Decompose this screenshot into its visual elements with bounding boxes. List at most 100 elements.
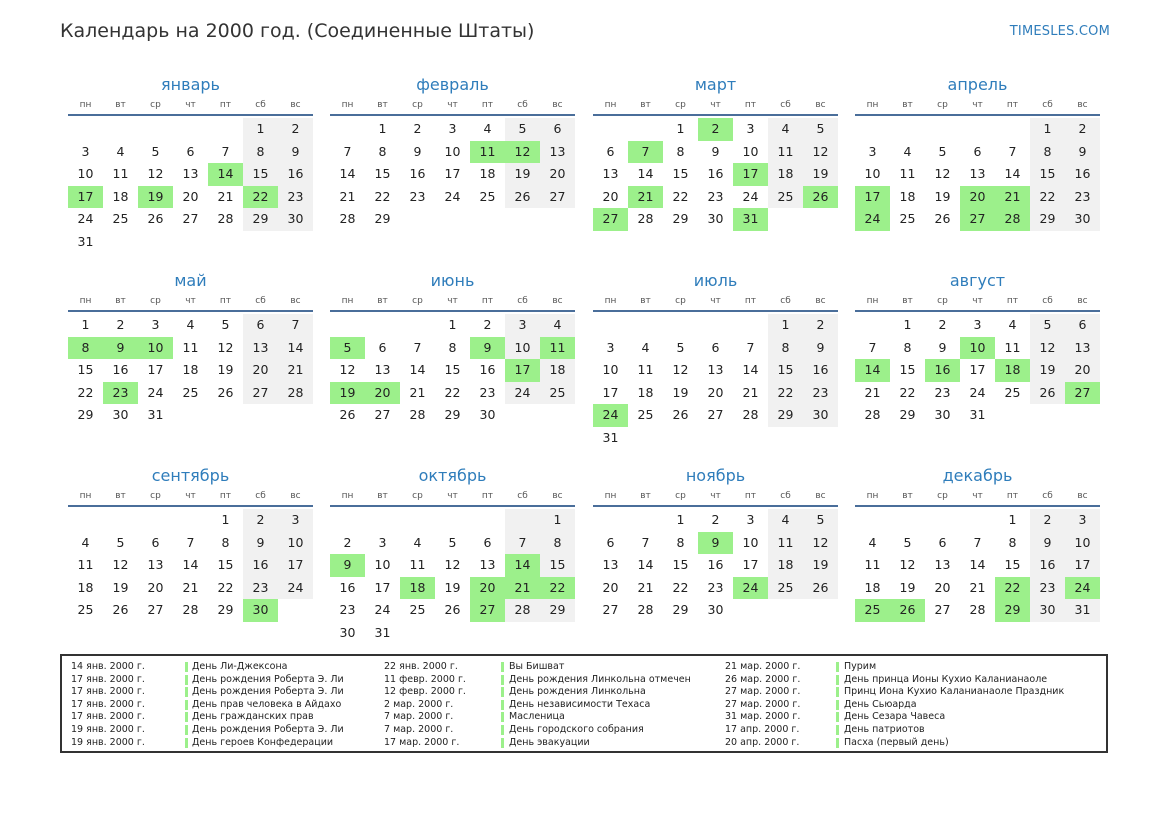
day-cell: 28 [278,381,313,404]
holiday-marker [836,712,839,723]
legend-row: 17 янв. 2000 г. День рождения Роберта Э. … [62,674,1102,687]
day-cell: 17 [374,579,391,595]
day-cell: 31 [969,407,986,422]
day-cell: 18 [77,579,94,595]
weekday-label: ср [150,100,161,110]
weekday-label: пн [604,100,617,110]
month-7: июль пн вт ср чт пт сб вс 1 2 3 4 5 6 7 8 9 10 11 12 13 14 15 1… [593,270,838,449]
day-cell: 4 [1008,317,1017,332]
day-cell: 17 [278,554,313,577]
day-cell: 11 [637,362,654,377]
day-cell: 10 [374,557,391,572]
weekday-header: пн вт ср чт пт сб вс [68,96,313,114]
legend-row: 19 янв. 2000 г. День героев Конфедерации [62,737,1102,750]
site-link[interactable]: TIMESLES.COM [1009,24,1110,39]
day-cell: 18 [637,384,654,400]
weekday-label: ср [675,296,686,306]
day-cell: 9 [243,531,278,554]
holiday-day: 24 [593,404,628,427]
day-cell: 23 [934,384,951,400]
day-cell: 29 [374,211,391,226]
day-cell: 3 [606,339,615,355]
day-cell: 12 [803,531,838,554]
day-cell: 24 [374,602,391,617]
weekday-label: вс [815,100,826,110]
day-cell: 4 [81,534,90,550]
month-6: июнь пн вт ср чт пт сб вс 1 2 3 4 5 6 7 8 9 10 11 12 13 14 15 1… [330,270,575,427]
weekday-header: пн вт ср чт пт сб вс [855,96,1100,114]
day-cell: 5 [676,339,685,355]
holiday-day: 29 [995,599,1030,622]
day-cell: 2 [116,317,125,332]
weekday-header: пн вт ср чт пт сб вс [855,292,1100,310]
day-cell: 19 [1030,359,1065,382]
day-cell: 18 [864,579,881,595]
weekday-label: сб [255,100,266,110]
holiday-marker [836,737,839,748]
empty-cell [505,404,540,427]
day-cell: 1 [768,314,803,337]
day-cell: 14 [339,166,356,181]
holiday-name: День Сезара Чавеса [844,711,946,723]
holiday-marker [185,724,188,735]
day-cell: 5 [151,143,160,159]
day-grid: 1 2 3 4 5 6 7 8 9 10 11 12 13 14 15 16 17 18 19 20 21 22 23 24 2… [68,118,313,253]
day-cell: 6 [243,314,278,337]
day-cell: 7 [505,531,540,554]
empty-cell [663,314,698,337]
day-cell: 1 [1030,118,1065,141]
day-cell: 19 [899,579,916,595]
holiday-day: 22 [540,576,575,599]
weekday-label: чт [185,100,196,110]
holiday-day: 19 [330,381,365,404]
day-cell: 30 [934,407,951,422]
legend-row: 27 мар. 2000 г. Принц Иона Кухио Каланиан… [62,686,1102,699]
day-cell: 17 [147,362,164,377]
day-cell: 12 [112,557,129,572]
day-cell: 18 [768,163,803,186]
legend-row: 19 янв. 2000 г. День рождения Роберта Э. … [62,724,1102,737]
weekday-label: сб [517,100,528,110]
day-cell: 21 [182,579,199,595]
weekday-header: пн вт ср чт пт сб вс [593,487,838,505]
holiday-date: 21 мар. 2000 г. [725,661,801,672]
weekday-label: сб [517,491,528,501]
day-cell: 2 [243,509,278,532]
holiday-day: 20 [470,576,505,599]
day-cell: 8 [1008,534,1017,550]
day-cell: 4 [186,317,195,332]
holiday-name: День героев Конфедерации [192,736,334,748]
day-cell: 8 [378,143,387,159]
day-cell: 21 [217,188,234,204]
day-cell: 1 [448,317,457,332]
empty-cell [733,599,768,622]
day-cell: 4 [413,534,422,550]
day-cell: 7 [1008,143,1017,159]
day-cell: 16 [409,166,426,181]
empty-cell [208,231,243,254]
day-cell: 7 [278,314,313,337]
day-cell: 14 [409,362,426,377]
day-grid: 1 2 3 4 5 6 7 8 9 10 11 12 13 14 15 16 17 18 19 20 21 22 23 24 2… [593,509,838,622]
month-1: январь пн вт ср чт пт сб вс 1 2 3 4 5 6 7 8 9 10 11 12 13 14 1… [68,74,313,253]
day-cell: 23 [1030,576,1065,599]
day-cell: 14 [637,557,654,572]
holiday-name: Пасха (первый день) [844,736,949,748]
day-cell: 26 [339,407,356,422]
day-cell: 29 [899,407,916,422]
day-cell: 8 [448,339,457,355]
day-cell: 30 [1030,599,1065,622]
holiday-day: 22 [243,185,278,208]
empty-cell [593,509,628,532]
day-cell: 12 [934,166,951,181]
day-cell: 24 [742,188,759,204]
day-cell: 6 [483,534,492,550]
month-4: апрель пн вт ср чт пт сб вс 1 2 3 4 5 6 7 8 9 10 11 12 13 14 1… [855,74,1100,231]
day-grid: 1 2 3 4 5 6 7 8 9 10 11 12 13 14 15 16 17 18 19 20 21 22 23 24 2… [68,509,313,622]
holiday-name: День независимости Техаса [509,698,651,710]
weekday-label: ср [937,296,948,306]
header-rule [68,114,313,116]
day-cell: 2 [483,317,492,332]
header-rule [855,505,1100,507]
header-rule [330,310,575,312]
